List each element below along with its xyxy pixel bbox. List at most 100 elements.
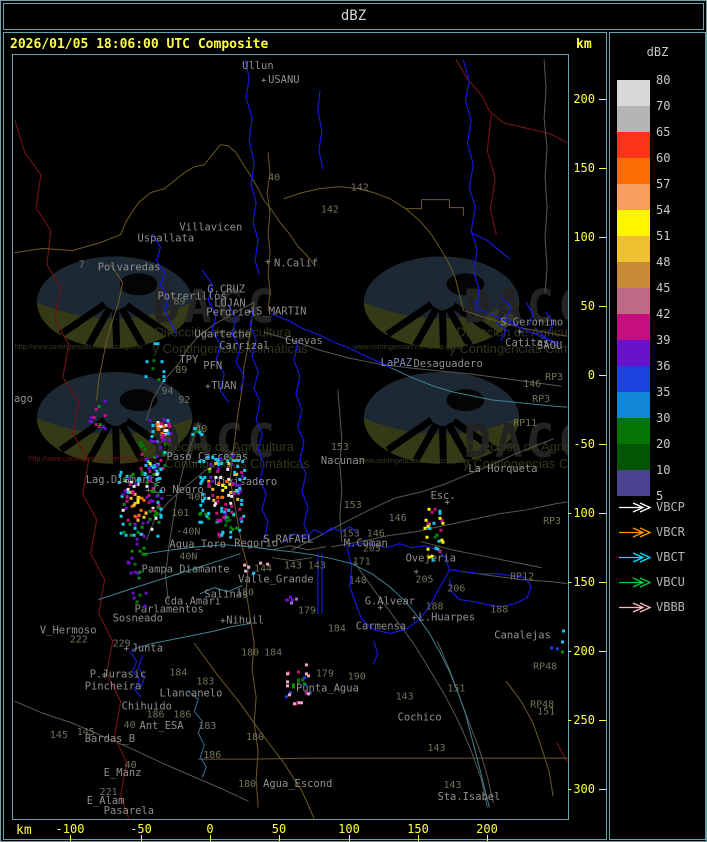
radar-echo-pixel — [206, 455, 210, 459]
radar-echo-pixel — [157, 378, 161, 382]
radar-echo-pixel — [160, 496, 164, 500]
radar-echo-pixel — [214, 461, 218, 465]
watermark-line: y Contingencias Climáticas — [463, 456, 568, 471]
radar-echo-pixel — [155, 469, 159, 473]
radar-echo-pixel — [240, 502, 244, 506]
map-road-label: 40 — [125, 760, 137, 771]
radar-echo-pixel — [148, 474, 152, 478]
radar-echo-pixel — [243, 563, 247, 567]
radar-echo-pixel — [159, 458, 163, 462]
radar-echo-pixel — [166, 419, 170, 423]
radar-echo-pixel — [136, 482, 140, 486]
radar-echo-pixel — [235, 483, 239, 487]
map-place-label: Potrerillos — [157, 290, 226, 302]
radar-echo-pixel — [199, 481, 203, 485]
radar-echo-pixel — [294, 702, 298, 706]
map-road-label: 188 — [426, 602, 444, 613]
right-axis-tick — [599, 444, 606, 445]
radar-echo-pixel — [238, 483, 242, 487]
radar-echo-pixel — [296, 701, 300, 705]
radar-echo-pixel — [143, 447, 147, 451]
radar-echo-pixel — [123, 488, 127, 492]
radar-echo-pixel — [201, 508, 205, 512]
map-road-label: 184 — [264, 647, 282, 658]
map-road-label: 186 — [173, 709, 191, 720]
radar-echo-pixel — [146, 475, 150, 479]
map-panel: 2026/01/05 18:06:00 UTC Composite km — [3, 32, 607, 841]
map-road-label: 151 — [447, 683, 465, 694]
radar-echo-pixel — [438, 549, 442, 553]
legend-label: VBCT — [656, 550, 685, 564]
radar-echo-pixel — [155, 477, 159, 481]
radar-echo-pixel — [166, 432, 170, 436]
radar-echo-pixel — [221, 495, 225, 499]
map-road-label: 146 — [389, 513, 407, 524]
radar-echo-pixel — [97, 405, 101, 409]
right-axis-tick — [599, 306, 606, 307]
right-axis-tick — [599, 720, 606, 721]
radar-echo-pixel — [561, 640, 565, 644]
radar-echo-pixel — [158, 476, 162, 480]
radar-echo-pixel — [154, 439, 158, 443]
scale-tick-label: 35 — [656, 385, 671, 399]
radar-echo-pixel — [216, 499, 220, 503]
map-place-label: Punta_Agua — [296, 682, 359, 694]
right-axis-tick — [599, 168, 606, 169]
radar-echo-pixel — [214, 501, 218, 505]
radar-echo-pixel — [286, 672, 290, 676]
radar-echo-pixel — [159, 445, 163, 449]
radar-echo-pixel — [241, 474, 245, 478]
map-road-label: 7 — [79, 259, 85, 270]
town-cross-marker: + — [102, 670, 108, 680]
radar-echo-pixel — [238, 486, 242, 490]
radar-echo-pixel — [438, 516, 442, 520]
radar-echo-pixel — [133, 522, 137, 526]
right-axis-label: 50 — [580, 299, 595, 313]
radar-echo-pixel — [225, 479, 229, 483]
radar-echo-pixel — [138, 593, 142, 597]
map-place-label: Sosneado — [113, 613, 163, 625]
radar-echo-pixel — [229, 490, 233, 494]
radar-echo-pixel — [168, 425, 172, 429]
radar-echo-pixel — [145, 484, 149, 488]
radar-echo-pixel — [125, 474, 129, 478]
right-axis-unit: km — [576, 37, 592, 52]
map-place-label: LUJAN — [214, 297, 245, 309]
radar-echo-pixel — [200, 479, 204, 483]
radar-echo-pixel — [142, 546, 146, 550]
scale-swatch — [617, 158, 650, 184]
radar-echo-pixel — [154, 516, 158, 520]
radar-echo-pixel — [145, 360, 149, 364]
radar-echo-pixel — [219, 518, 223, 522]
radar-echo-pixel — [129, 496, 133, 500]
radar-echo-pixel — [160, 432, 164, 436]
scale-swatch — [617, 236, 650, 262]
map-place-label: Junta — [132, 642, 163, 654]
radar-echo-pixel — [159, 425, 163, 429]
scale-tick-label: 48 — [656, 255, 671, 269]
roads-layer — [14, 59, 568, 808]
map-place-label: L.Huarpes — [419, 612, 476, 624]
radar-echo-pixel — [167, 422, 171, 426]
scale-tick-label: 10 — [656, 463, 671, 477]
map-place-label: Cochico — [398, 711, 442, 723]
radar-echo-pixel — [299, 701, 303, 705]
radar-echo-pixel — [435, 533, 439, 537]
radar-echo-pixel — [144, 457, 148, 461]
map-road-label: 205 — [416, 575, 434, 586]
map-place-label: Agua_Escond — [263, 778, 332, 790]
radar-echo-pixel — [217, 462, 221, 466]
radar-echo-pixel — [159, 507, 163, 511]
radar-echo-pixel — [138, 570, 142, 574]
scale-swatch — [617, 132, 650, 158]
map-place-label: Pincheira — [85, 680, 142, 692]
radar-echo-pixel — [239, 489, 243, 493]
scale-tick-label: 5 — [656, 489, 664, 503]
watermark-line: Dirección de Agricultura — [466, 439, 568, 454]
radar-echo-pixel — [147, 500, 151, 504]
bottom-axis-label: 0 — [206, 822, 214, 836]
radar-echo-pixel — [434, 546, 438, 550]
town-cross-marker: + — [378, 604, 384, 614]
map-place-label: Ovejeria — [406, 553, 456, 565]
scale-tick-label: 30 — [656, 411, 671, 425]
